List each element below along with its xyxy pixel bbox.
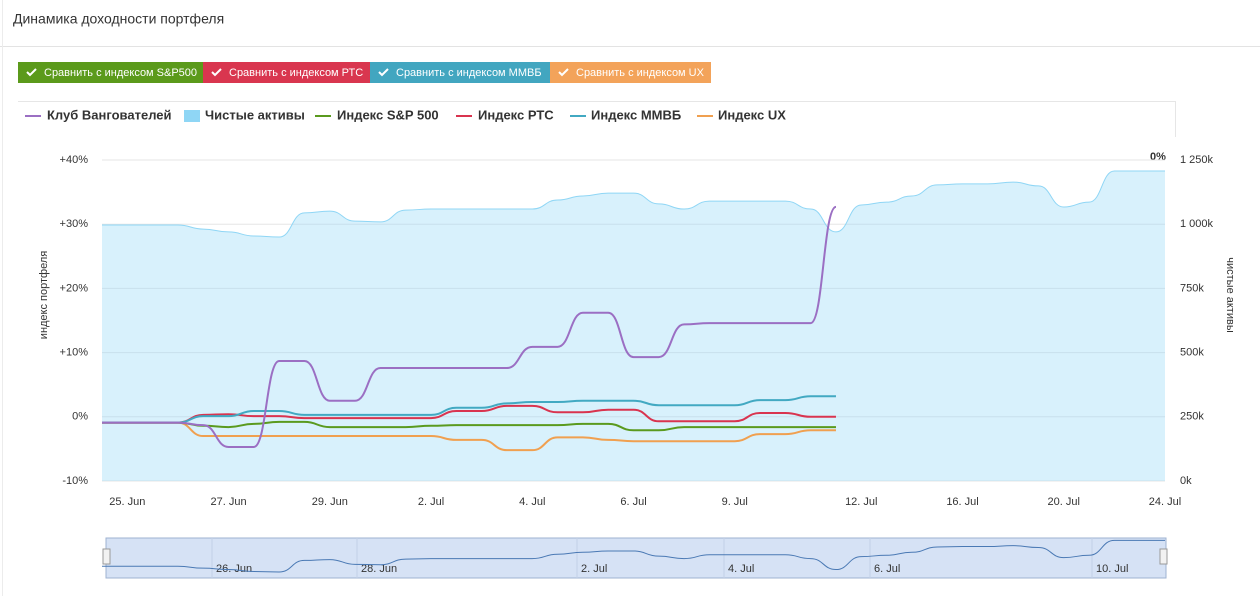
- y-tick-label: +20%: [60, 282, 89, 294]
- legend-item[interactable]: Индекс S&P 500: [315, 107, 439, 122]
- y2-tick-label: 250k: [1180, 411, 1204, 423]
- compare-button[interactable]: Сравнить с индексом РТС: [203, 62, 370, 83]
- y2-tick-label: 1 250k: [1180, 154, 1214, 166]
- x-tick-label: 6. Jul: [620, 496, 646, 508]
- legend-label[interactable]: Индекс UX: [718, 107, 786, 122]
- area-line: [102, 170, 1165, 238]
- y-tick-label: 0%: [72, 411, 88, 423]
- series-line: [101, 421, 836, 452]
- navigator-label: 28. Jun: [361, 563, 397, 575]
- y-tick-label: +10%: [60, 347, 89, 359]
- x-tick-label: 24. Jul: [1149, 496, 1181, 508]
- y2-axis-title: чистые активы: [1224, 257, 1236, 333]
- legend-symbol[interactable]: [184, 110, 200, 122]
- compare-button[interactable]: Сравнить с индексом UX: [550, 62, 711, 83]
- annotation: 0%: [1150, 151, 1166, 163]
- navigator-handle[interactable]: [1159, 548, 1168, 565]
- y-tick-label: +30%: [60, 218, 89, 230]
- header-title: Динамика доходности портфеля: [13, 11, 224, 27]
- series-line: [101, 420, 836, 432]
- y-axis-title: индекс портфеля: [38, 251, 50, 339]
- y2-tick-label: 1 000k: [1180, 218, 1214, 230]
- y-tick-label: -10%: [62, 475, 88, 487]
- check-icon[interactable]: [558, 68, 569, 77]
- navigator-label: 2. Jul: [581, 563, 607, 575]
- area-fill: [102, 171, 1165, 481]
- legend-label[interactable]: Индекс РТС: [478, 107, 554, 122]
- x-tick-label: 2. Jul: [418, 496, 444, 508]
- button-label[interactable]: Сравнить с индексом ММВБ: [396, 67, 542, 79]
- x-tick-label: 9. Jul: [722, 496, 748, 508]
- legend-label[interactable]: Индекс S&P 500: [337, 107, 439, 122]
- navigator-handle[interactable]: [102, 548, 111, 565]
- legend-label[interactable]: Индекс ММВБ: [591, 107, 681, 122]
- x-tick-label: 27. Jun: [211, 496, 247, 508]
- button-bg[interactable]: [203, 62, 370, 83]
- legend-item[interactable]: Чистые активы: [184, 107, 305, 122]
- check-icon[interactable]: [211, 68, 222, 77]
- series-line: [101, 404, 836, 424]
- check-icon[interactable]: [26, 68, 37, 77]
- button-label[interactable]: Сравнить с индексом S&P500: [44, 67, 197, 79]
- series-line: [101, 395, 836, 424]
- header: [0, 0, 1260, 46]
- navigator-label: 26. Jun: [216, 563, 252, 575]
- legend-item[interactable]: Индекс ММВБ: [570, 107, 681, 122]
- x-tick-label: 4. Jul: [519, 496, 545, 508]
- x-tick-label: 16. Jul: [946, 496, 978, 508]
- y-tick-label: +40%: [60, 154, 89, 166]
- legend-item[interactable]: Клуб Вангователей: [25, 107, 172, 122]
- compare-button[interactable]: Сравнить с индексом S&P500: [18, 62, 203, 83]
- legend-item[interactable]: Индекс РТС: [456, 107, 554, 122]
- button-label[interactable]: Сравнить с индексом UX: [576, 67, 705, 79]
- series-line: [101, 205, 837, 448]
- button-bg[interactable]: [550, 62, 711, 83]
- navigator-label: 6. Jul: [874, 563, 900, 575]
- x-tick-label: 29. Jun: [312, 496, 348, 508]
- navigator-label: 10. Jul: [1096, 563, 1128, 575]
- y2-tick-label: 500k: [1180, 347, 1204, 359]
- x-tick-label: 12. Jul: [845, 496, 877, 508]
- legend-label[interactable]: Клуб Вангователей: [47, 107, 172, 122]
- x-tick-label: 25. Jun: [109, 496, 145, 508]
- navigator-label: 4. Jul: [728, 563, 754, 575]
- legend-item[interactable]: Индекс UX: [697, 107, 786, 122]
- button-bg[interactable]: [370, 62, 550, 83]
- y2-tick-label: 0k: [1180, 475, 1192, 487]
- button-label[interactable]: Сравнить с индексом РТС: [229, 67, 363, 79]
- check-icon[interactable]: [378, 68, 389, 77]
- legend-label[interactable]: Чистые активы: [205, 107, 305, 122]
- compare-button[interactable]: Сравнить с индексом ММВБ: [370, 62, 550, 83]
- navigator-line: [102, 539, 1165, 573]
- y2-tick-label: 750k: [1180, 282, 1204, 294]
- button-bg[interactable]: [18, 62, 203, 83]
- x-tick-label: 20. Jul: [1048, 496, 1080, 508]
